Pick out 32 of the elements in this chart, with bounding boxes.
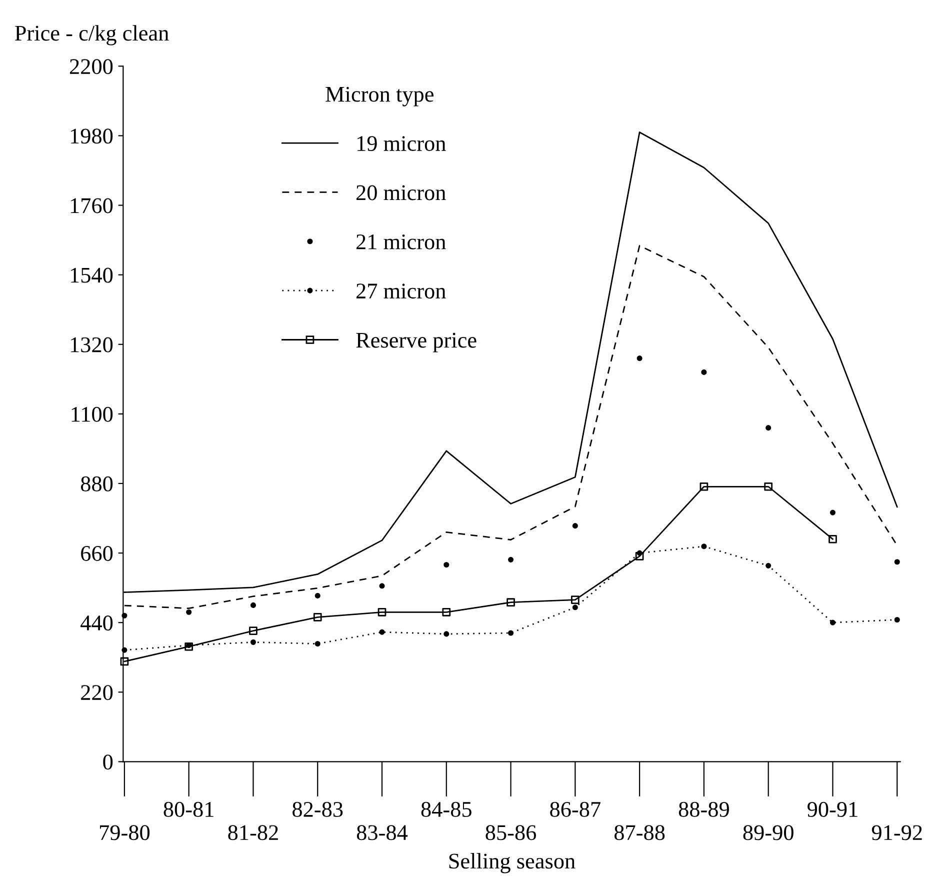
- x-tick-label: 80-81: [164, 802, 214, 817]
- x-axis-title: Selling season: [449, 852, 576, 874]
- y-tick-label: 1980: [70, 128, 113, 144]
- y-tick-label: 2200: [70, 59, 113, 74]
- y-tick-label: 660: [81, 546, 113, 561]
- x-tick-label: 87-88: [614, 825, 665, 840]
- y-tick-label: 1540: [70, 268, 113, 283]
- y-tick-label: 0: [103, 754, 113, 770]
- y-tick-label: 1320: [70, 337, 113, 352]
- x-tick-label: 79-80: [100, 825, 150, 840]
- y-tick-label: 440: [80, 616, 113, 631]
- y-axis-title: Price - c/kg clean: [14, 25, 169, 46]
- y-tick-label: 1100: [72, 406, 113, 422]
- x-tick-label: 83-84: [356, 825, 408, 840]
- x-tick-label: 90-91: [808, 802, 858, 817]
- x-tick-label: 82-83: [292, 802, 343, 817]
- x-tick-label: 81-82: [228, 825, 278, 840]
- x-tick-label: 89-90: [743, 825, 794, 840]
- x-tick-label: 85-86: [486, 825, 536, 840]
- legend-label: 19 micron: [357, 136, 446, 152]
- y-tick-label: 220: [81, 685, 113, 700]
- legend-label: 21 micron: [356, 234, 446, 250]
- x-tick-label: 86-87: [550, 802, 600, 817]
- x-tick-label: 84-85: [421, 802, 472, 817]
- x-tick-label: 91-92: [872, 825, 922, 840]
- y-tick-label: 880: [80, 476, 113, 492]
- legend-label: 27 micron: [356, 284, 446, 299]
- legend-label: Reserve price: [356, 332, 476, 352]
- legend-label: 20 micron: [356, 185, 446, 200]
- x-tick-label: 88-89: [678, 802, 729, 817]
- legend-title: Micron type: [326, 86, 434, 106]
- y-tick-label: 1760: [70, 198, 113, 214]
